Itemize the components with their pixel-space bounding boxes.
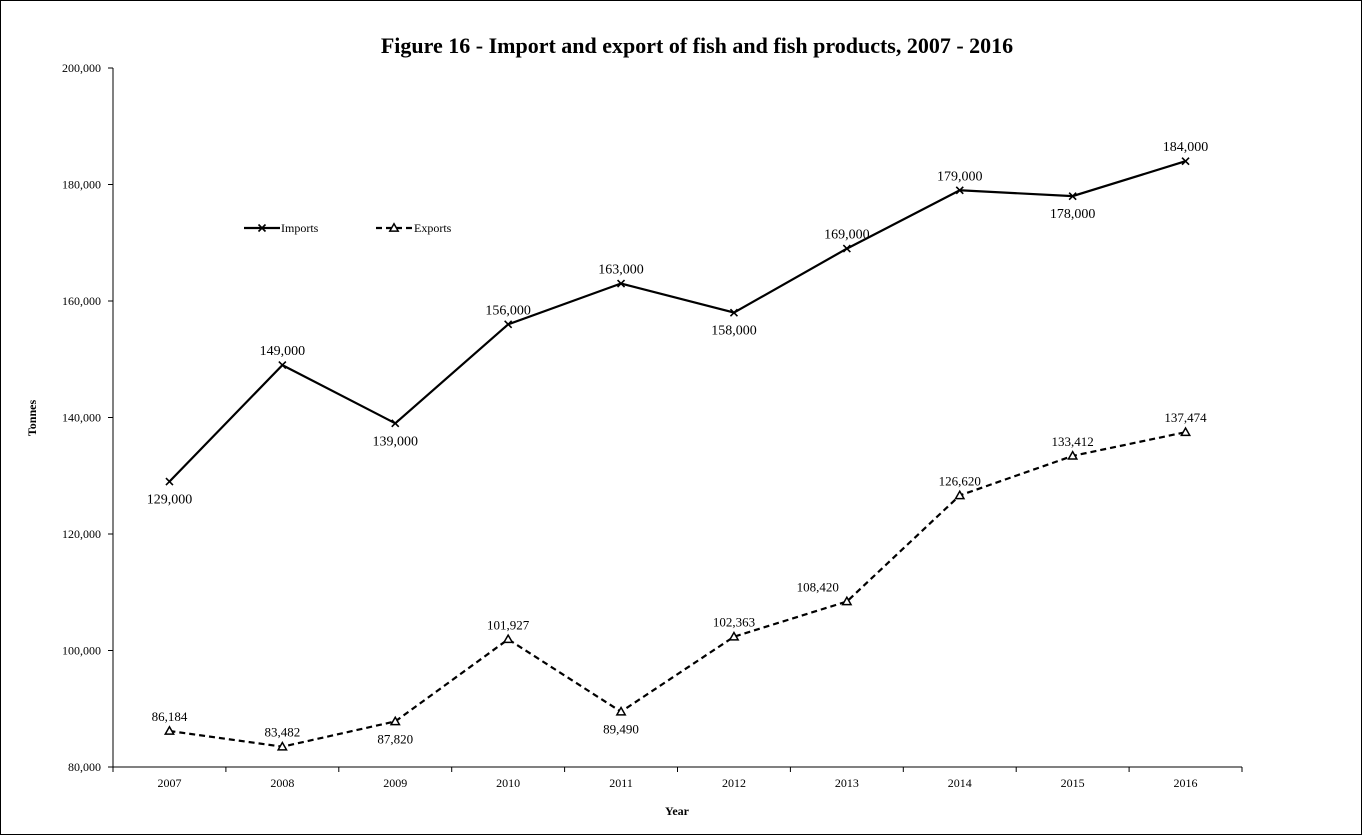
- y-tick-label: 180,000: [62, 178, 101, 192]
- x-tick-label: 2014: [948, 776, 972, 790]
- legend-marker-imports: [257, 223, 267, 233]
- marker-imports: [1181, 157, 1190, 166]
- series-line-exports: [169, 431, 1186, 748]
- x-axis-title: Year: [665, 804, 690, 818]
- x-tick-label: 2010: [496, 776, 520, 790]
- x-tick-label: 2011: [609, 776, 633, 790]
- chart-title: Figure 16 - Import and export of fish an…: [381, 33, 1013, 58]
- marker-imports: [842, 244, 851, 253]
- data-label-imports: 184,000: [1163, 140, 1209, 155]
- marker-imports: [278, 361, 287, 370]
- data-label-imports: 169,000: [824, 228, 870, 243]
- marker-imports: [165, 477, 174, 486]
- marker-exports: [1180, 426, 1192, 437]
- data-label-exports: 133,412: [1052, 434, 1094, 449]
- marker-exports: [954, 489, 966, 500]
- legend-label-imports: Imports: [281, 221, 319, 235]
- marker-exports: [502, 633, 514, 644]
- data-labels: 129,000 149,000 139,000 156,000 163,000 158,0…: [147, 140, 1209, 746]
- data-label-imports: 163,000: [598, 263, 644, 278]
- y-tick-label: 80,000: [68, 760, 101, 774]
- data-label-exports: 101,927: [487, 617, 530, 632]
- y-tick-label: 120,000: [62, 527, 101, 541]
- series-line-imports: [168, 160, 1186, 483]
- data-label-exports: 83,482: [264, 725, 300, 740]
- marker-imports: [616, 279, 626, 288]
- data-label-exports: 86,184: [152, 709, 188, 724]
- x-tick-label: 2012: [722, 776, 746, 790]
- data-label-imports: 178,000: [1050, 207, 1096, 222]
- marker-exports: [276, 741, 288, 751]
- axes: 80,000 100,000 120,000 140,000 160,000 180,00…: [62, 61, 1243, 790]
- data-label-imports: 158,000: [711, 324, 757, 339]
- marker-imports: [1068, 192, 1077, 201]
- legend-label-exports: Exports: [414, 221, 452, 235]
- legend-marker-exports: [388, 222, 400, 232]
- data-label-exports: 137,474: [1164, 410, 1207, 425]
- x-tick-label: 2013: [835, 776, 859, 790]
- data-label-exports: 102,363: [713, 615, 755, 630]
- y-tick-label: 160,000: [62, 294, 101, 308]
- data-label-exports: 87,820: [377, 731, 413, 746]
- y-tick-label: 140,000: [62, 411, 101, 425]
- marker-imports: [391, 419, 400, 428]
- data-label-imports: 149,000: [260, 344, 306, 359]
- series-layer: [163, 157, 1192, 751]
- marker-exports: [1067, 450, 1079, 460]
- marker-exports: [163, 725, 175, 735]
- marker-imports: [955, 186, 964, 195]
- marker-exports: [389, 715, 401, 726]
- data-label-imports: 179,000: [937, 169, 983, 184]
- data-label-imports: 129,000: [147, 493, 193, 508]
- x-tick-label: 2015: [1061, 776, 1085, 790]
- y-tick-label: 100,000: [62, 644, 101, 658]
- marker-imports: [504, 320, 513, 329]
- data-label-exports: 108,420: [797, 579, 839, 594]
- data-label-exports: 126,620: [939, 473, 981, 488]
- marker-exports: [615, 706, 627, 716]
- data-label-imports: 156,000: [485, 303, 531, 318]
- x-tick-label: 2007: [157, 776, 181, 790]
- data-label-imports: 139,000: [373, 434, 419, 449]
- marker-exports: [728, 631, 740, 641]
- y-tick-label: 200,000: [62, 61, 101, 75]
- legend: Imports Exports: [244, 221, 452, 235]
- marker-exports: [841, 595, 853, 606]
- x-tick-label: 2009: [383, 776, 407, 790]
- x-tick-label: 2016: [1174, 776, 1198, 790]
- y-axis-title: Tonnes: [25, 400, 39, 437]
- x-tick-label: 2008: [270, 776, 294, 790]
- data-label-exports: 89,490: [603, 722, 639, 737]
- marker-imports: [729, 308, 739, 317]
